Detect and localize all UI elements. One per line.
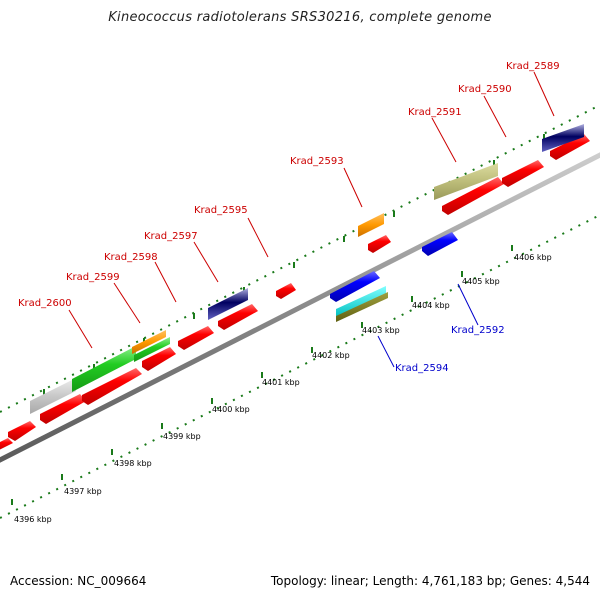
gene-block[interactable]: [134, 337, 170, 362]
gene-block[interactable]: [550, 134, 590, 160]
gene-block[interactable]: [502, 160, 544, 187]
gene-block[interactable]: [72, 346, 136, 392]
gene-block[interactable]: [82, 368, 142, 405]
scale-label: 4401 kbp: [262, 378, 300, 387]
gene-block[interactable]: [336, 286, 386, 317]
gene-label-krad-2599[interactable]: Krad_2599: [66, 272, 120, 283]
scale-label: 4398 kbp: [114, 459, 152, 468]
forward-gene-blocks: [0, 134, 590, 451]
scale-label: 4396 kbp: [14, 515, 52, 524]
gene-block[interactable]: [442, 177, 504, 215]
gene-block[interactable]: [218, 304, 258, 330]
gene-block[interactable]: [208, 288, 248, 320]
gene-label-krad-2589[interactable]: Krad_2589: [506, 61, 560, 72]
gene-block[interactable]: [142, 347, 176, 371]
gene-label-krad-2592[interactable]: Krad_2592: [451, 325, 505, 336]
upper-tick-track: [0, 104, 600, 413]
gene-block[interactable]: [542, 124, 584, 152]
genome-summary-text: Topology: linear; Length: 4,761,183 bp; …: [270, 574, 590, 588]
scale-label: 4405 kbp: [462, 277, 500, 286]
gene-label-krad-2590[interactable]: Krad_2590: [458, 84, 512, 95]
gene-block[interactable]: [132, 330, 166, 354]
gene-label-krad-2591[interactable]: Krad_2591: [408, 107, 462, 118]
gene-block[interactable]: [330, 271, 380, 302]
gene-block[interactable]: [178, 326, 214, 350]
scale-label: 4403 kbp: [362, 326, 400, 335]
accession-text: Accession: NC_009664: [10, 574, 147, 588]
gene-label-krad-2595[interactable]: Krad_2595: [194, 205, 248, 216]
gene-block[interactable]: [0, 438, 13, 451]
label-leaders-reverse: [377, 283, 479, 368]
gene-block[interactable]: [30, 378, 76, 414]
genome-backbone: [0, 152, 600, 463]
upper-feature-blocks: [30, 124, 584, 414]
gene-block[interactable]: [368, 235, 391, 253]
gene-label-krad-2593[interactable]: Krad_2593: [290, 156, 344, 167]
gene-block[interactable]: [276, 283, 296, 299]
gene-block[interactable]: [422, 232, 458, 256]
scale-label: 4399 kbp: [163, 432, 201, 441]
scale-label: 4406 kbp: [514, 253, 552, 262]
label-leaders-forward: [68, 71, 555, 349]
gene-block[interactable]: [434, 163, 498, 200]
scale-label: 4404 kbp: [412, 301, 450, 310]
gene-block[interactable]: [336, 292, 388, 322]
gene-block[interactable]: [40, 394, 86, 424]
gene-label-krad-2594[interactable]: Krad_2594: [395, 363, 449, 374]
scale-label: 4400 kbp: [212, 405, 250, 414]
gene-label-krad-2600[interactable]: Krad_2600: [18, 298, 72, 309]
gene-label-krad-2597[interactable]: Krad_2597: [144, 231, 198, 242]
scale-label: 4402 kbp: [312, 351, 350, 360]
gene-block[interactable]: [358, 213, 384, 237]
scale-label: 4397 kbp: [64, 487, 102, 496]
reverse-gene-blocks: [330, 232, 458, 322]
map-title: Kineococcus radiotolerans SRS30216, comp…: [108, 10, 492, 25]
lower-major-ticks: [11, 245, 513, 505]
gene-label-krad-2598[interactable]: Krad_2598: [104, 252, 158, 263]
gene-block[interactable]: [8, 421, 36, 441]
